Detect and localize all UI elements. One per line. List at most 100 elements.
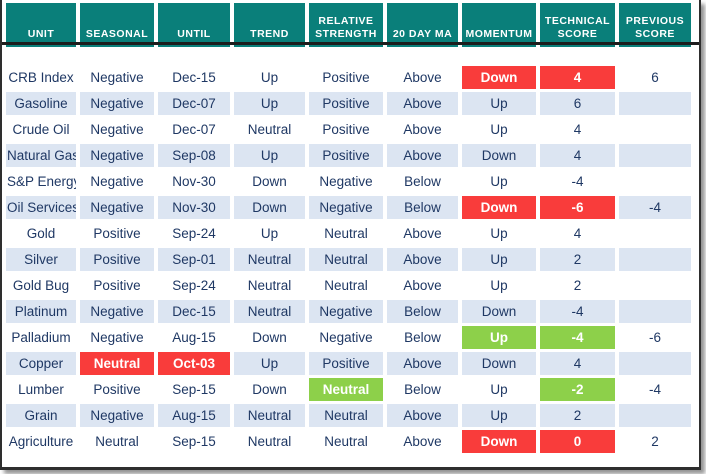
table-cell: Below: [387, 170, 458, 193]
table-cell: [619, 404, 691, 427]
table-cell: [619, 144, 691, 167]
table-row: Palladium Negative Aug-15 Down Negative Below…: [6, 326, 691, 349]
table-cell: 6: [540, 92, 615, 115]
table-row: Gold Bug Positive Sep-24 Neutral Neutral Abov…: [6, 274, 691, 297]
table-row: Grain Negative Aug-15 Neutral Neutral Above Up…: [6, 404, 691, 427]
table-cell: Above: [387, 274, 458, 297]
spacer-cell: [80, 50, 154, 63]
table-row: Oil Services Negative Nov-30 Down Negative Be…: [6, 196, 691, 219]
unit-cell: Palladium: [6, 326, 76, 349]
table-cell: Negative: [309, 326, 383, 349]
table-cell: -4: [540, 326, 615, 349]
column-header: TREND: [234, 3, 305, 47]
column-header: TECHNICAL SCORE: [540, 3, 615, 47]
table-cell: Up: [462, 274, 536, 297]
unit-cell: Agriculture: [6, 430, 76, 453]
table-cell: Above: [387, 248, 458, 271]
table-cell: Above: [387, 144, 458, 167]
table-cell: Positive: [309, 92, 383, 115]
table-cell: Dec-07: [158, 118, 230, 141]
table-cell: Negative: [80, 66, 154, 89]
table-cell: -4: [619, 378, 691, 401]
unit-cell: Gold Bug: [6, 274, 76, 297]
table-cell: Down: [462, 196, 536, 219]
table-cell: Neutral: [80, 352, 154, 375]
table-cell: [619, 300, 691, 323]
table-cell: Up: [462, 222, 536, 245]
table-cell: Above: [387, 66, 458, 89]
table-cell: 6: [619, 66, 691, 89]
table-cell: Down: [462, 144, 536, 167]
header-bottom-rule: [2, 42, 699, 45]
column-header: SEASONAL: [80, 3, 154, 47]
table-cell: Negative: [80, 92, 154, 115]
table-cell: Negative: [80, 326, 154, 349]
unit-cell: Natural Gas: [6, 144, 76, 167]
table-cell: Above: [387, 92, 458, 115]
table-row: Gold Positive Sep-24 Up Neutral Above Up 4: [6, 222, 691, 245]
spacer-cell: [6, 50, 76, 63]
unit-cell: Lumber: [6, 378, 76, 401]
table-cell: [619, 352, 691, 375]
table-cell: -6: [619, 326, 691, 349]
table-cell: Up: [462, 248, 536, 271]
table-cell: Below: [387, 300, 458, 323]
table-cell: 2: [540, 248, 615, 271]
table-cell: [619, 274, 691, 297]
column-header: 20 DAY MA: [387, 3, 458, 47]
table-cell: 4: [540, 66, 615, 89]
table-cell: Down: [462, 352, 536, 375]
table-cell: Neutral: [309, 274, 383, 297]
table-cell: Positive: [309, 144, 383, 167]
column-header: PREVIOUS SCORE: [619, 3, 691, 47]
table-cell: Negative: [309, 170, 383, 193]
table-cell: Dec-07: [158, 92, 230, 115]
table-cell: Sep-15: [158, 378, 230, 401]
column-header: UNIT: [6, 3, 76, 47]
unit-cell: Platinum: [6, 300, 76, 323]
table-row: Agriculture Neutral Sep-15 Neutral Neutral Ab…: [6, 430, 691, 453]
table-cell: Above: [387, 352, 458, 375]
table-cell: Below: [387, 196, 458, 219]
table-cell: 4: [540, 352, 615, 375]
unit-cell: Oil Services: [6, 196, 76, 219]
table-cell: Up: [462, 378, 536, 401]
spacer-cell: [309, 50, 383, 63]
technical-score-table: UNIT SEASONAL UNTIL TREND RELATIVE STRENGTH 2…: [2, 0, 695, 456]
table-cell: Neutral: [234, 118, 305, 141]
table-cell: Positive: [309, 352, 383, 375]
table-cell: Nov-30: [158, 170, 230, 193]
header-row: UNIT SEASONAL UNTIL TREND RELATIVE STRENGTH 2…: [6, 3, 691, 47]
table-cell: -6: [540, 196, 615, 219]
table-cell: Up: [234, 144, 305, 167]
unit-cell: CRB Index: [6, 66, 76, 89]
table-cell: Positive: [80, 222, 154, 245]
table-cell: Nov-30: [158, 196, 230, 219]
table-cell: [619, 170, 691, 193]
table-cell: -4: [619, 196, 691, 219]
table-cell: 2: [540, 274, 615, 297]
table-cell: Up: [462, 326, 536, 349]
table-cell: 0: [540, 430, 615, 453]
table-cell: -2: [540, 378, 615, 401]
table-cell: Sep-15: [158, 430, 230, 453]
table-row: Copper Neutral Oct-03 Up Positive Above Down 4: [6, 352, 691, 375]
table-cell: Sep-08: [158, 144, 230, 167]
column-header: RELATIVE STRENGTH: [309, 3, 383, 47]
table-cell: Above: [387, 222, 458, 245]
table-cell: Down: [234, 326, 305, 349]
table-cell: Dec-15: [158, 300, 230, 323]
table-cell: Below: [387, 378, 458, 401]
table-cell: Negative: [309, 300, 383, 323]
column-header: UNTIL: [158, 3, 230, 47]
table-cell: Neutral: [309, 378, 383, 401]
table-cell: -4: [540, 300, 615, 323]
table-cell: Positive: [309, 118, 383, 141]
unit-cell: Gasoline: [6, 92, 76, 115]
unit-cell: Grain: [6, 404, 76, 427]
table-cell: Down: [462, 430, 536, 453]
table-cell: Neutral: [309, 430, 383, 453]
table-cell: Up: [462, 170, 536, 193]
unit-cell: Crude Oil: [6, 118, 76, 141]
table-cell: Neutral: [309, 248, 383, 271]
